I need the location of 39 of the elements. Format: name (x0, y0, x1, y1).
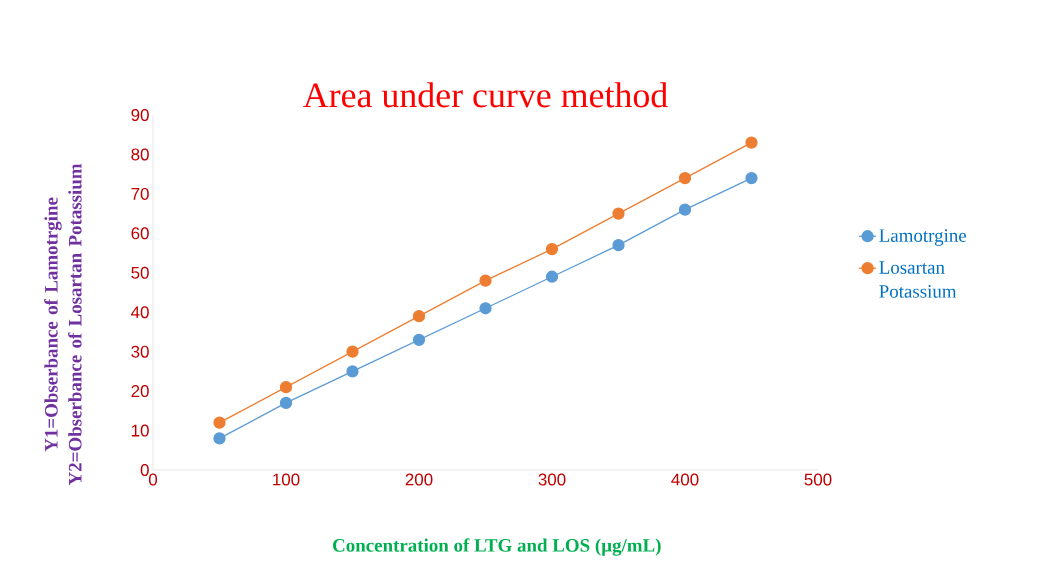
y-tick-label: 70 (131, 187, 149, 200)
point (279, 381, 293, 394)
x-tick-label: 100 (273, 473, 300, 486)
point (479, 274, 492, 287)
y-tick-label: 60 (131, 227, 149, 240)
point (612, 207, 625, 220)
x-tick-label: 400 (671, 473, 699, 486)
point (745, 171, 758, 185)
x-tick-label: 0 (148, 473, 158, 486)
y-tick-label: 0 (140, 464, 149, 476)
y-tick-label: 80 (131, 148, 149, 161)
point (346, 365, 359, 378)
point (745, 136, 758, 149)
x-tick-label: 200 (405, 473, 433, 486)
chart-title: Area under curve method (303, 82, 668, 108)
point (545, 242, 559, 256)
point (678, 203, 692, 216)
y-tick-label: 50 (131, 266, 149, 279)
x-tick-label: 500 (804, 473, 832, 486)
y-axis-title: Y1=Obserbance of Lamotrgine Y2=Obserbance of Losartan Potassium (44, 163, 82, 486)
point (612, 239, 625, 252)
y-tick-label: 20 (131, 385, 149, 398)
legend-label: Lamotrgine (879, 229, 967, 246)
point (545, 270, 559, 283)
point (279, 396, 293, 410)
point (678, 171, 692, 185)
x-tick-label: 300 (538, 473, 566, 486)
y-tick-label: 40 (131, 306, 149, 319)
point (479, 302, 492, 315)
point (346, 345, 359, 358)
x-axis-title: Concentration of LTG and LOS (µg/mL) (333, 538, 661, 556)
y-tick-label: 30 (131, 345, 149, 358)
point (412, 310, 426, 323)
legend-label: Losartan Potassium (879, 261, 957, 298)
y-tick-label: 90 (131, 109, 149, 121)
point (412, 333, 426, 346)
point (213, 432, 226, 445)
y-tick-label: 10 (131, 424, 149, 437)
point (213, 416, 226, 429)
